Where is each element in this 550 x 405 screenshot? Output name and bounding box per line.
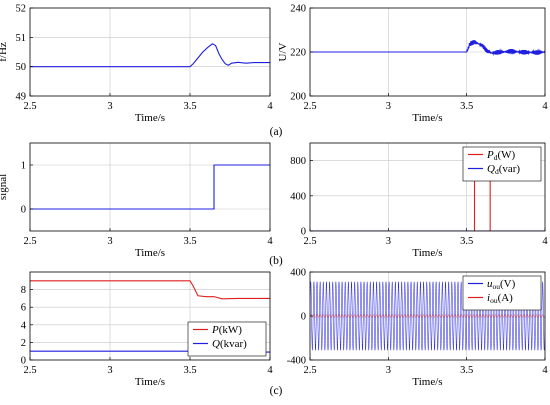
x-tick-label: 2.5 bbox=[23, 365, 36, 376]
y-tick-label: 800 bbox=[290, 156, 306, 167]
x-tick-label: 3.5 bbox=[460, 101, 473, 112]
x-tick-label: 2.5 bbox=[303, 365, 316, 376]
panel-c-left: 2.5 3 3.5 4 0 2 4 6 8 Time/s P(kW) Q(kvar) bbox=[21, 271, 273, 388]
x-axis-label: Time/s bbox=[135, 376, 165, 388]
x-tick-label: 4 bbox=[542, 101, 548, 112]
y-tick-label: 49 bbox=[16, 92, 27, 103]
y-tick-label: 0 bbox=[21, 205, 26, 216]
x-tick-label: 3.5 bbox=[183, 101, 196, 112]
series-group bbox=[310, 281, 545, 351]
panel-a-left: 2.5 3 3.5 4 49 50 51 52 Time/s f/Hz bbox=[0, 4, 273, 125]
x-tick-label: 3.5 bbox=[460, 365, 473, 376]
x-tick-label: 2.5 bbox=[303, 236, 316, 247]
subfigure-label-b: (b) bbox=[269, 255, 283, 267]
subfigure-label-c: (c) bbox=[270, 385, 283, 397]
series-line-0 bbox=[30, 43, 270, 68]
y-tick-label: 0 bbox=[301, 227, 306, 238]
x-tick-label: 3 bbox=[107, 236, 112, 247]
x-tick-label: 4 bbox=[267, 101, 273, 112]
x-tick-label: 2.5 bbox=[303, 101, 316, 112]
legend: P(kW) Q(kvar) bbox=[187, 321, 267, 357]
y-tick-label: -400 bbox=[287, 356, 306, 367]
x-tick-label: 2.5 bbox=[23, 101, 36, 112]
x-tick-label: 2.5 bbox=[23, 236, 36, 247]
y-axis-label: signal bbox=[0, 174, 9, 200]
x-tick-label: 3 bbox=[107, 365, 112, 376]
y-tick-label: 8 bbox=[21, 285, 26, 296]
y-tick-label: 1 bbox=[21, 161, 26, 172]
legend-label: Qd(var) bbox=[487, 163, 520, 176]
x-tick-label: 4 bbox=[542, 236, 548, 247]
x-tick-label: 4 bbox=[542, 365, 548, 376]
panel-b-right: 2.5 3 3.5 4 0 400 800 Time/s Pd(W)Qd(var) bbox=[290, 142, 548, 259]
legend: uou(V)iou(A) bbox=[462, 275, 542, 311]
series-group bbox=[30, 164, 270, 210]
x-axis-label: Time/s bbox=[412, 376, 442, 388]
x-tick-label: 3.5 bbox=[183, 236, 196, 247]
y-tick-label: 6 bbox=[21, 303, 26, 314]
series-line-1 bbox=[310, 314, 545, 318]
legend-label: Pd(W) bbox=[486, 149, 516, 162]
y-tick-label: 0 bbox=[301, 312, 306, 323]
panel-c-right: 2.5 3 3.5 4 -400 0 400 Time/s uou(V)iou(A) bbox=[287, 268, 549, 389]
axes-frame bbox=[29, 271, 271, 361]
y-tick-label: 220 bbox=[290, 48, 306, 59]
y-tick-label: 52 bbox=[16, 4, 27, 15]
y-tick-label: 400 bbox=[290, 268, 306, 279]
legend-label: uou(V) bbox=[487, 278, 516, 291]
axes-frame bbox=[29, 7, 271, 97]
legend: Pd(W)Qd(var) bbox=[462, 146, 542, 182]
series-line-0 bbox=[30, 164, 270, 210]
y-tick-label: 240 bbox=[290, 4, 306, 15]
legend-box bbox=[462, 146, 542, 182]
series-line-0 bbox=[310, 39, 545, 56]
legend-box bbox=[462, 275, 542, 311]
axes-frame bbox=[309, 142, 546, 232]
series-line-0 bbox=[30, 280, 270, 300]
legend-label: P(kW) bbox=[211, 324, 242, 336]
y-tick-label: 0 bbox=[21, 356, 26, 367]
x-tick-label: 3 bbox=[386, 236, 391, 247]
y-tick-label: 400 bbox=[290, 191, 306, 202]
x-tick-label: 3.5 bbox=[460, 236, 473, 247]
subfigure-label-a: (a) bbox=[270, 126, 283, 138]
panel-a-right: 2.5 3 3.5 4 200 220 240 Time/s U/V bbox=[277, 4, 548, 125]
y-tick-label: 50 bbox=[16, 62, 27, 73]
x-axis-label: Time/s bbox=[135, 112, 165, 124]
x-tick-label: 3.5 bbox=[183, 365, 196, 376]
x-axis-label: Time/s bbox=[412, 247, 442, 259]
y-axis-label: U/V bbox=[277, 42, 289, 61]
y-tick-label: 2 bbox=[21, 338, 26, 349]
x-tick-label: 4 bbox=[267, 236, 273, 247]
x-tick-label: 4 bbox=[267, 365, 273, 376]
panel-b-left: 2.5 3 3.5 4 0 1 Time/s signal bbox=[0, 142, 273, 259]
x-axis-label: Time/s bbox=[412, 112, 442, 124]
legend-label: Q(kvar) bbox=[212, 338, 247, 350]
x-tick-label: 3 bbox=[386, 365, 391, 376]
axes-frame bbox=[29, 142, 271, 232]
x-tick-label: 3 bbox=[107, 101, 112, 112]
x-tick-label: 3 bbox=[386, 101, 391, 112]
series-group bbox=[310, 39, 545, 56]
y-axis-label: f/Hz bbox=[0, 42, 9, 62]
legend-label: iou(A) bbox=[487, 292, 513, 305]
x-axis-label: Time/s bbox=[135, 247, 165, 259]
y-tick-label: 51 bbox=[16, 33, 27, 44]
series-group bbox=[30, 43, 270, 68]
y-tick-label: 4 bbox=[21, 320, 27, 331]
y-tick-label: 200 bbox=[290, 92, 306, 103]
legend-box bbox=[187, 321, 267, 357]
